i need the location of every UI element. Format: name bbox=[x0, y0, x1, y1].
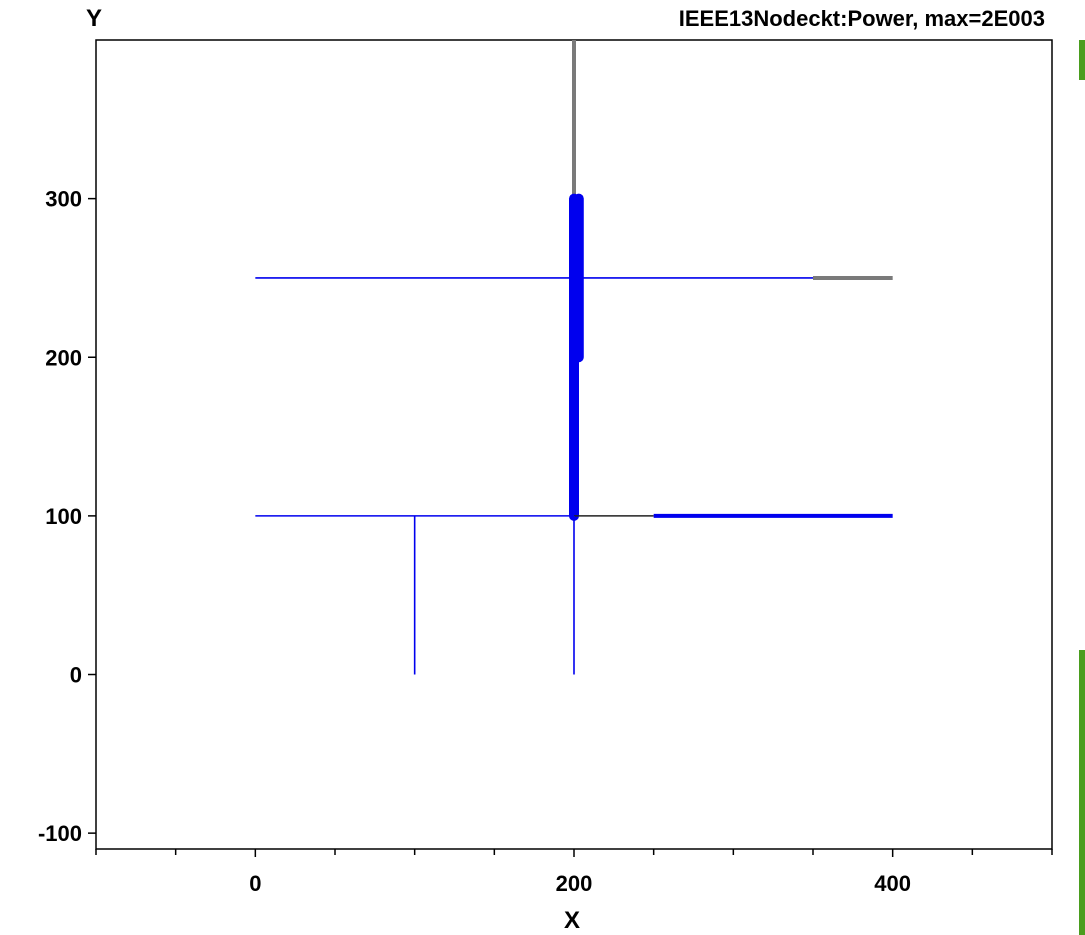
y-axis-label: Y bbox=[86, 5, 102, 32]
data-segments bbox=[255, 40, 893, 675]
y-tick-label: 0 bbox=[70, 663, 82, 688]
right-edge-accent-top bbox=[1079, 40, 1085, 80]
x-tick-label: 0 bbox=[249, 871, 261, 896]
x-axis-label: X bbox=[564, 907, 580, 934]
y-tick-label: 300 bbox=[45, 187, 82, 212]
chart-title: IEEE13Nodeckt:Power, max=2E003 bbox=[679, 6, 1045, 31]
x-axis: 0 200 400 bbox=[95, 849, 1053, 896]
y-tick-label: -100 bbox=[38, 821, 82, 846]
x-tick-label: 200 bbox=[556, 871, 593, 896]
y-tick-label: 100 bbox=[45, 504, 82, 529]
y-axis: -100 0 100 200 300 bbox=[38, 187, 96, 846]
y-tick-label: 200 bbox=[45, 345, 82, 370]
right-edge-accent-bottom bbox=[1079, 650, 1085, 935]
x-tick-label: 400 bbox=[874, 871, 911, 896]
